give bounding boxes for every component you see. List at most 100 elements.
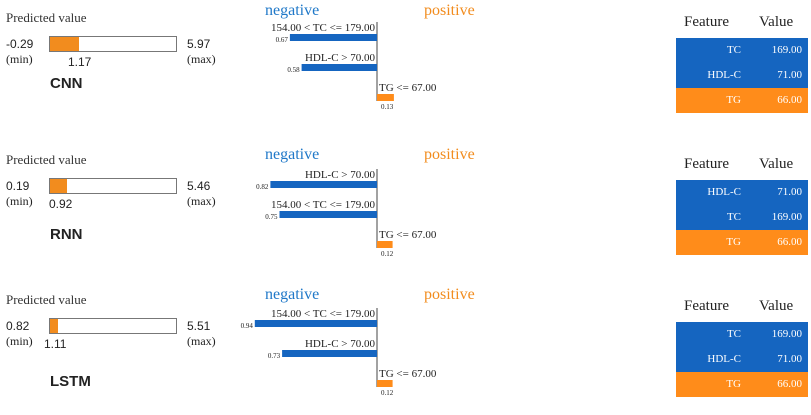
value-header: Value: [759, 298, 794, 314]
value-label: 0.82: [256, 183, 269, 191]
feature-header: Feature: [684, 156, 729, 172]
contribution-chart: 154.00 < TC <= 179.00 0.94 HDL-C > 70.00 0.…: [241, 308, 437, 397]
predicted-value-title: Predicted value: [6, 292, 87, 307]
feature-value: 71.00: [777, 186, 802, 198]
contribution-bar: [301, 64, 377, 71]
predicted-value-bar: [49, 318, 177, 334]
panel-cnn: Predicted value -0.29 (min) 1.17 5.97 (m…: [0, 0, 811, 133]
feature-table-row: TC 169.00: [676, 38, 808, 63]
feature-value: 71.00: [777, 69, 802, 81]
contribution-bar: [289, 34, 377, 41]
predicted-value-fill: [50, 179, 68, 193]
feature-table: Feature Value HDL-C 71.00 TC 169.00 TG 66.00: [676, 152, 808, 255]
value-label: 0.67: [276, 36, 289, 44]
feature-name: TG: [726, 378, 741, 390]
category-label: TG <= 67.00: [379, 368, 437, 380]
contribution-bar: [377, 94, 394, 101]
category-label: HDL-C > 70.00: [305, 338, 376, 350]
feature-value: 66.00: [777, 236, 802, 248]
category-label: TG <= 67.00: [379, 229, 437, 241]
contribution-bar: [279, 211, 377, 218]
predicted-value: 1.11: [44, 337, 67, 351]
max-label: (max): [187, 334, 216, 348]
feature-name: HDL-C: [707, 69, 741, 81]
model-name: CNN: [50, 75, 83, 92]
negative-label: negative: [265, 2, 320, 19]
min-value: -0.29: [6, 37, 34, 51]
feature-value: 169.00: [771, 328, 802, 340]
model-name: RNN: [50, 226, 83, 243]
value-label: 0.58: [287, 66, 300, 74]
model-name: LSTM: [50, 373, 91, 390]
contribution-bar: [377, 241, 393, 248]
feature-table: Feature Value TC 169.00 HDL-C 71.00 TG 66.00: [676, 10, 808, 113]
feature-header: Feature: [684, 14, 729, 30]
panel-rnn: Predicted value 0.19 (min) 0.92 5.46 (ma…: [0, 142, 811, 275]
value-label: 0.73: [268, 352, 281, 360]
feature-value: 66.00: [777, 378, 802, 390]
feature-name: HDL-C: [707, 353, 741, 365]
feature-table-header: Feature Value: [676, 152, 808, 180]
min-label: (min): [6, 194, 33, 208]
predicted-value-title: Predicted value: [6, 152, 87, 167]
min-value: 0.19: [6, 179, 30, 193]
category-label: 154.00 < TC <= 179.00: [271, 199, 375, 211]
panel-lstm: Predicted value 0.82 (min) 1.11 5.51 (ma…: [0, 282, 811, 415]
feature-name: TC: [726, 211, 741, 223]
min-label: (min): [6, 52, 33, 66]
feature-value: 169.00: [771, 44, 802, 56]
negative-label: negative: [265, 146, 320, 163]
feature-value: 169.00: [771, 211, 802, 223]
negative-label: negative: [265, 286, 320, 303]
predicted-value-title: Predicted value: [6, 10, 87, 25]
feature-table-header: Feature Value: [676, 10, 808, 38]
feature-table-row: TG 66.00: [676, 372, 808, 397]
value-header: Value: [759, 156, 794, 172]
feature-table-header: Feature Value: [676, 294, 808, 322]
value-header: Value: [759, 14, 794, 30]
positive-label: positive: [424, 286, 475, 303]
feature-name: TC: [726, 44, 741, 56]
value-label: 0.12: [381, 250, 394, 258]
predicted-value-fill: [50, 37, 80, 51]
max-label: (max): [187, 194, 216, 208]
positive-label: positive: [424, 146, 475, 163]
feature-table-row: TG 66.00: [676, 230, 808, 255]
feature-table-row: TC 169.00: [676, 322, 808, 347]
category-label: 154.00 < TC <= 179.00: [271, 308, 375, 320]
feature-value: 66.00: [777, 94, 802, 106]
min-value: 0.82: [6, 319, 30, 333]
feature-table-row: HDL-C 71.00: [676, 347, 808, 372]
predicted-value-bar: [49, 36, 177, 52]
predicted-value-bar: [49, 178, 177, 194]
feature-name: TG: [726, 236, 741, 248]
value-label: 0.13: [381, 103, 394, 111]
value-label: 0.12: [381, 389, 394, 397]
category-label: 154.00 < TC <= 179.00: [271, 22, 375, 34]
max-label: (max): [187, 52, 216, 66]
feature-name: TG: [726, 94, 741, 106]
feature-value: 71.00: [777, 353, 802, 365]
feature-table-row: HDL-C 71.00: [676, 180, 808, 205]
feature-table: Feature Value TC 169.00 HDL-C 71.00 TG 66.00: [676, 294, 808, 397]
feature-name: TC: [726, 328, 741, 340]
contribution-bar: [270, 181, 377, 188]
feature-table-row: TC 169.00: [676, 205, 808, 230]
contribution-bar: [282, 350, 377, 357]
contribution-bar: [254, 320, 377, 327]
max-value: 5.51: [187, 319, 211, 333]
min-label: (min): [6, 334, 33, 348]
max-value: 5.97: [187, 37, 211, 51]
max-value: 5.46: [187, 179, 211, 193]
positive-label: positive: [424, 2, 475, 19]
value-label: 0.94: [241, 322, 254, 330]
category-label: HDL-C > 70.00: [305, 169, 376, 181]
feature-header: Feature: [684, 298, 729, 314]
category-label: TG <= 67.00: [379, 82, 437, 94]
contribution-chart: 154.00 < TC <= 179.00 0.67 HDL-C > 70.00 0.…: [271, 22, 437, 111]
predicted-value-fill: [50, 319, 58, 333]
category-label: HDL-C > 70.00: [305, 52, 376, 64]
predicted-value: 0.92: [49, 197, 73, 211]
feature-table-row: TG 66.00: [676, 88, 808, 113]
